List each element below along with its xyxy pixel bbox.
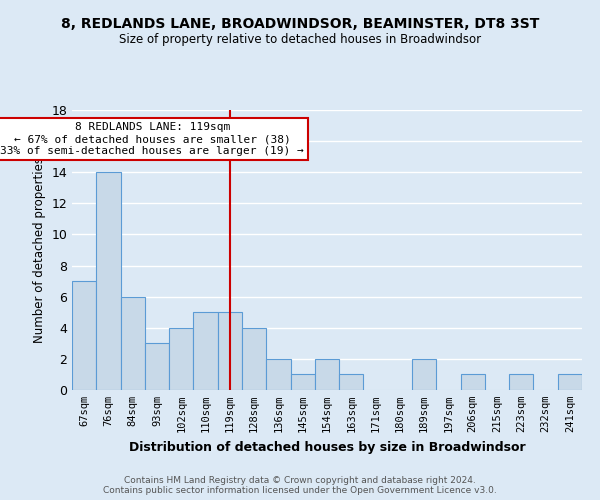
Bar [558, 374, 582, 390]
Bar [96, 172, 121, 390]
Bar [193, 312, 218, 390]
Bar [72, 281, 96, 390]
Text: 8 REDLANDS LANE: 119sqm
← 67% of detached houses are smaller (38)
33% of semi-de: 8 REDLANDS LANE: 119sqm ← 67% of detache… [0, 122, 304, 156]
Y-axis label: Number of detached properties: Number of detached properties [33, 157, 46, 343]
Bar [145, 344, 169, 390]
Bar [169, 328, 193, 390]
Text: 8, REDLANDS LANE, BROADWINDSOR, BEAMINSTER, DT8 3ST: 8, REDLANDS LANE, BROADWINDSOR, BEAMINST… [61, 18, 539, 32]
Text: Contains public sector information licensed under the Open Government Licence v3: Contains public sector information licen… [103, 486, 497, 495]
Bar [290, 374, 315, 390]
Bar [315, 359, 339, 390]
Bar [218, 312, 242, 390]
Bar [461, 374, 485, 390]
Text: Contains HM Land Registry data © Crown copyright and database right 2024.: Contains HM Land Registry data © Crown c… [124, 476, 476, 485]
Bar [339, 374, 364, 390]
Text: Size of property relative to detached houses in Broadwindsor: Size of property relative to detached ho… [119, 32, 481, 46]
Bar [266, 359, 290, 390]
Bar [121, 296, 145, 390]
Bar [412, 359, 436, 390]
X-axis label: Distribution of detached houses by size in Broadwindsor: Distribution of detached houses by size … [128, 440, 526, 454]
Bar [242, 328, 266, 390]
Bar [509, 374, 533, 390]
